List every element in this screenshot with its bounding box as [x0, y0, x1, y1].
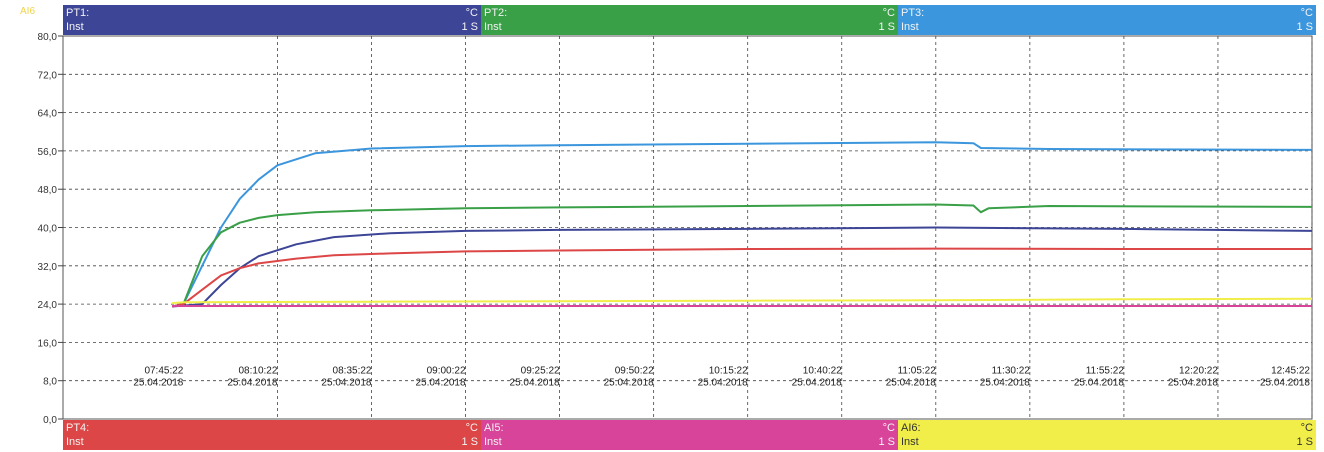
y-tick-label: 24,0: [38, 300, 58, 311]
series-line-pt2: [171, 203, 1313, 308]
channel-name: PT2:: [484, 7, 508, 19]
x-tick-date: 25.04.2018: [415, 378, 465, 389]
y-tick-label: 32,0: [38, 262, 58, 273]
x-tick-time: 11:30:22: [992, 366, 1031, 377]
channel-header-pt4[interactable]: PT4: °C Inst 1 S: [63, 420, 481, 450]
channel-name: PT3:: [901, 7, 925, 19]
channel-mode: Inst: [484, 436, 502, 448]
x-tick-date: 25.04.2018: [980, 378, 1030, 389]
x-tick-date: 25.04.2018: [886, 378, 936, 389]
channel-interval: 1 S: [1296, 21, 1313, 33]
y-tick-label: 40,0: [38, 224, 58, 235]
channel-mode: Inst: [66, 436, 84, 448]
x-tick-date: 25.04.2018: [133, 378, 183, 389]
y-tick-label: 16,0: [38, 338, 58, 349]
channel-header-pt2[interactable]: PT2: °C Inst 1 S: [481, 5, 898, 35]
channel-interval: 1 S: [1296, 436, 1313, 448]
channel-interval: 1 S: [461, 21, 478, 33]
channel-header-pt3[interactable]: PT3: °C Inst 1 S: [898, 5, 1316, 35]
channel-unit: °C: [465, 7, 478, 19]
x-tick-date: 25.04.2018: [321, 378, 371, 389]
x-tick-time: 11:55:22: [1086, 366, 1125, 377]
channel-mode: Inst: [66, 21, 84, 33]
y-tick-label: 8,0: [43, 377, 57, 388]
y-tick-label: 80,0: [38, 32, 58, 43]
channel-mode: Inst: [901, 21, 919, 33]
x-tick-time: 10:15:22: [709, 366, 748, 377]
x-tick-time: 12:20:22: [1179, 366, 1218, 377]
x-tick-date: 25.04.2018: [1168, 378, 1218, 389]
x-tick-time: 10:40:22: [803, 366, 842, 377]
series-line-pt4: [171, 247, 1312, 308]
y-tick-label: 64,0: [38, 109, 58, 120]
x-tick-time: 07:45:22: [144, 366, 183, 377]
x-tick-date: 25.04.2018: [227, 378, 277, 389]
channel-header-ai6[interactable]: AI6: °C Inst 1 S: [898, 420, 1316, 450]
x-tick-time: 08:10:22: [238, 366, 277, 377]
channel-unit: °C: [882, 7, 895, 19]
x-tick-time: 12:45:22: [1271, 366, 1310, 377]
x-tick-time: 11:05:22: [898, 366, 937, 377]
channel-header-pt1[interactable]: PT1: °C Inst 1 S: [63, 5, 481, 35]
x-tick-time: 09:50:22: [615, 366, 654, 377]
channel-header-ai5[interactable]: AI5: °C Inst 1 S: [481, 420, 898, 450]
channel-name: AI6:: [901, 422, 921, 434]
channel-name: PT1:: [66, 7, 90, 19]
channel-name: AI5:: [484, 422, 504, 434]
y-tick-label: 56,0: [38, 147, 58, 158]
x-tick-date: 25.04.2018: [1074, 378, 1124, 389]
x-tick-date: 25.04.2018: [1260, 378, 1310, 389]
channel-unit: °C: [882, 422, 895, 434]
x-tick-date: 25.04.2018: [604, 378, 654, 389]
x-tick-time: 08:35:22: [333, 366, 372, 377]
channel-unit: °C: [1300, 422, 1313, 434]
channel-interval: 1 S: [878, 436, 895, 448]
x-tick-date: 25.04.2018: [792, 378, 842, 389]
y-tick-label: 0,0: [43, 415, 57, 426]
channel-unit: °C: [1300, 7, 1313, 19]
channel-mode: Inst: [901, 436, 919, 448]
x-tick-time: 09:00:22: [427, 366, 466, 377]
channel-interval: 1 S: [878, 21, 895, 33]
channel-interval: 1 S: [461, 436, 478, 448]
y-tick-label: 48,0: [38, 185, 58, 196]
x-tick-date: 25.04.2018: [698, 378, 748, 389]
axis-channel-tag: AI6: [20, 6, 36, 17]
y-tick-label: 72,0: [38, 70, 58, 81]
series-line-ai6: [172, 297, 1313, 305]
series-line-pt1: [172, 226, 1313, 308]
x-tick-time: 09:25:22: [521, 366, 560, 377]
x-tick-date: 25.04.2018: [510, 378, 560, 389]
channel-name: PT4:: [66, 422, 90, 434]
channel-mode: Inst: [484, 21, 502, 33]
channel-unit: °C: [465, 422, 478, 434]
